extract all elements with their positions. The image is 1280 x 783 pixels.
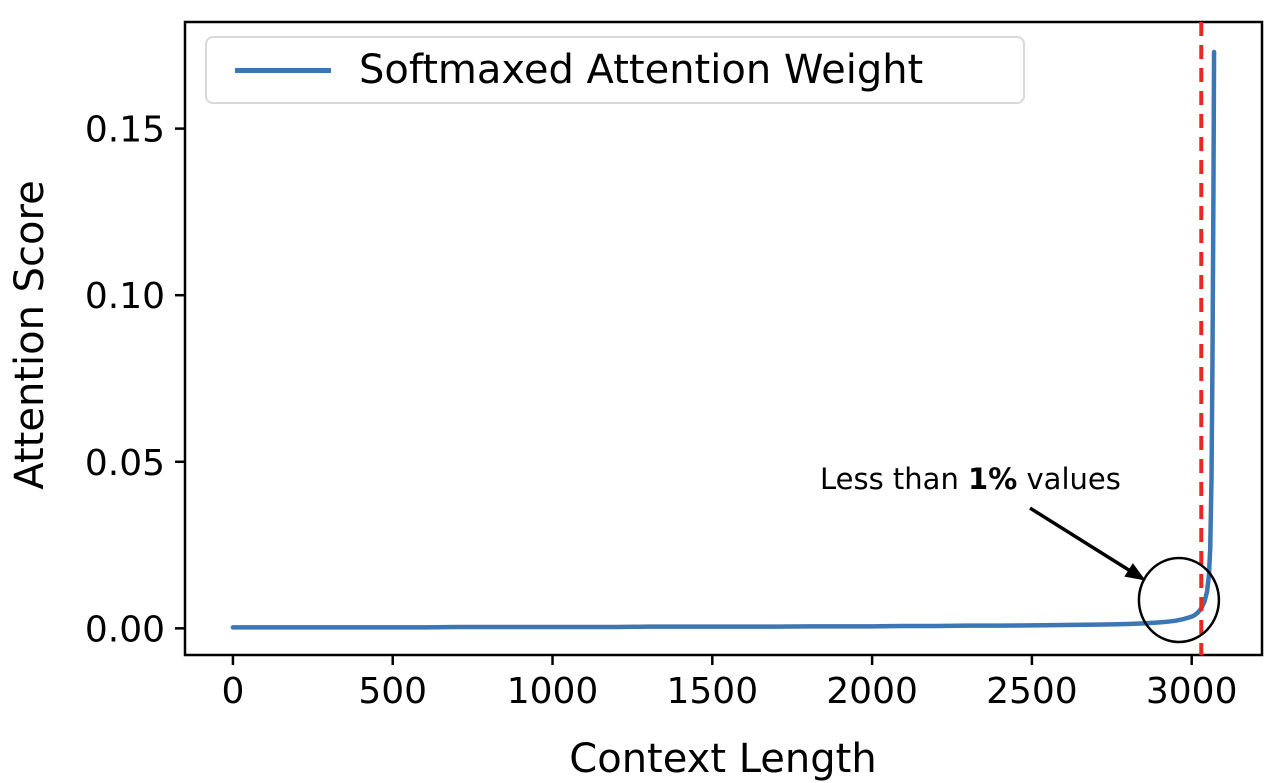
y-axis-title: Attention Score <box>7 180 53 490</box>
x-tick-label: 2000 <box>826 671 918 712</box>
annotation-arrow-shaft <box>1029 506 1144 580</box>
annotation-text-prefix: Less than <box>820 462 969 496</box>
plot-border <box>183 20 1264 657</box>
x-axis-title: Context Length <box>569 736 877 782</box>
legend-label: Softmaxed Attention Weight <box>359 47 924 93</box>
annotation-text-suffix: values <box>1017 462 1121 496</box>
y-tick-label: 0.15 <box>85 110 165 151</box>
legend: Softmaxed Attention Weight <box>205 36 1025 104</box>
x-tick-label: 1000 <box>507 671 599 712</box>
y-tick-label: 0.05 <box>85 443 165 484</box>
annotation-text: Less than 1% values <box>820 462 1121 496</box>
x-tick-label: 2500 <box>986 671 1078 712</box>
annotation-circle <box>1137 556 1221 644</box>
attention-series-line <box>230 49 1217 630</box>
x-tick-label: 0 <box>221 671 244 712</box>
y-tick-label: 0.00 <box>85 609 165 650</box>
annotation-text-bold: 1% <box>968 462 1018 496</box>
y-tick-label: 0.10 <box>85 276 165 317</box>
x-tick-label: 3000 <box>1146 671 1238 712</box>
x-tick-label: 1500 <box>667 671 759 712</box>
legend-line-sample <box>235 67 331 73</box>
annotation-arrow-head <box>1124 563 1146 581</box>
x-tick-label: 500 <box>358 671 427 712</box>
